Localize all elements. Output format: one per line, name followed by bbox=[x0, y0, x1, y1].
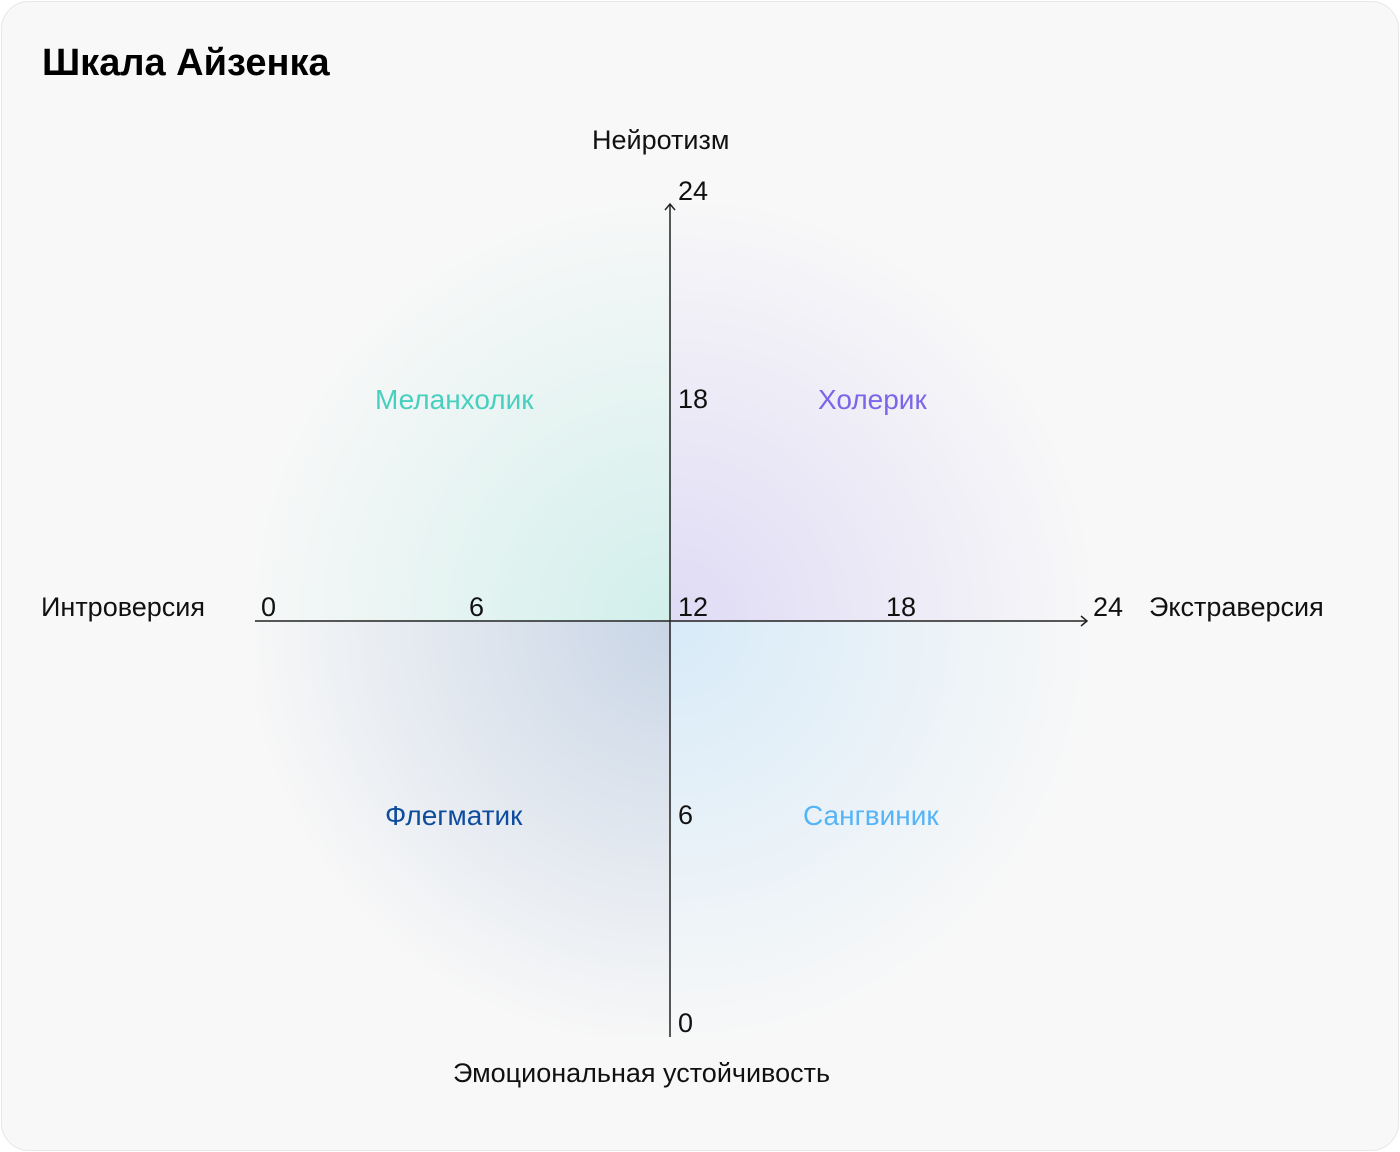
x-tick-label: 0 bbox=[261, 592, 277, 622]
axis-label-left: Интроверсия bbox=[41, 592, 205, 622]
quadrant-label-choleric: Холерик bbox=[818, 384, 927, 415]
y-tick-label: 0 bbox=[678, 1008, 694, 1038]
quadrant-sanguine-fill bbox=[671, 622, 1088, 1038]
axis-label-bottom: Эмоциональная устойчивость bbox=[453, 1058, 831, 1088]
quadrant-label-phlegmatic: Флегматик bbox=[385, 800, 523, 831]
quadrant-phlegmatic-fill bbox=[256, 622, 671, 1038]
y-axis-arrow-icon bbox=[664, 202, 676, 211]
y-tick-label: 6 bbox=[678, 800, 694, 830]
x-tick-label: 6 bbox=[469, 592, 485, 622]
x-tick-label: 18 bbox=[886, 592, 917, 622]
x-tick-label: 24 bbox=[1093, 592, 1124, 622]
x-axis-arrow-icon bbox=[1080, 615, 1089, 627]
axis-label-top: Нейротизм bbox=[592, 125, 730, 155]
y-tick-label: 18 bbox=[678, 384, 709, 414]
quadrant-melancholic-fill bbox=[256, 204, 671, 622]
page-title: Шкала Айзенка bbox=[42, 42, 330, 84]
y-tick-label: 24 bbox=[678, 176, 709, 206]
quadrant-label-sanguine: Сангвиник bbox=[803, 800, 939, 831]
axis-label-right: Экстраверсия bbox=[1149, 592, 1324, 622]
x-tick-label: 12 bbox=[678, 592, 709, 622]
quadrant-choleric-fill bbox=[671, 204, 1088, 622]
quadrant-label-melancholic: Меланхолик bbox=[375, 384, 534, 415]
